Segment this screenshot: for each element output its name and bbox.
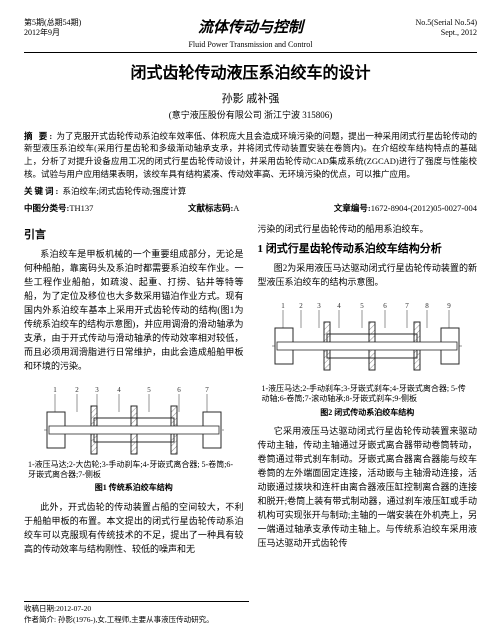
svg-text:8: 8	[426, 302, 430, 310]
right-p1: 图2为采用液压马达驱动闭式行星齿轮传动装置的新型液压系泊绞车的结构示意图。	[258, 262, 478, 290]
intro-p1: 系泊绞车是甲板机械的一个重要组成部分，无论是何种船舶，靠离码头及系泊时都需要系泊…	[24, 248, 244, 373]
intro-heading: 引言	[24, 227, 244, 244]
svg-text:6: 6	[177, 386, 181, 394]
date-cn: 2012年9月	[24, 28, 114, 38]
svg-text:6: 6	[384, 302, 388, 310]
clc: 中图分类号:TH137	[24, 203, 93, 215]
svg-text:3: 3	[318, 302, 322, 310]
date-en: Sept., 2012	[387, 28, 477, 38]
svg-text:4: 4	[117, 386, 121, 394]
header-left: 第5期(总期54期) 2012年9月	[24, 18, 114, 39]
journal-cn: 流体传动与控制	[114, 18, 387, 39]
svg-text:7: 7	[406, 302, 410, 310]
header-center: 流体传动与控制 Fluid Power Transmission and Con…	[114, 18, 387, 50]
svg-text:5: 5	[147, 386, 151, 394]
author-bio: 作者简介: 孙影(1976-),女,工程师,主要从事液压传动研究。	[24, 615, 249, 626]
figure-1: 1 2 3 4 5 6 7 1-液压马达;2-大齿轮;3-手动刹车;4-牙嵌式离合器; 5-…	[24, 380, 244, 495]
figure-1-sub: 1-液压马达;2-大齿轮;3-手动刹车;4-牙嵌式离合器; 5-卷筒;6-牙嵌式…	[24, 460, 244, 481]
issue-en: No.5(Serial No.54)	[387, 18, 477, 28]
header: 第5期(总期54期) 2012年9月 流体传动与控制 Fluid Power T…	[24, 18, 477, 53]
svg-text:5: 5	[361, 302, 365, 310]
figure-2-sub: 1-液压马达;2-手动刹车;3-牙嵌式刹车;4-牙嵌式离合器; 5-传动轴;6-…	[258, 384, 478, 405]
figure-2-svg: 1 2 3 4 5 6 7 8 9	[267, 296, 467, 384]
issue-cn: 第5期(总期54期)	[24, 18, 114, 28]
keywords-label: 关键词:	[24, 186, 60, 196]
figure-2: 1 2 3 4 5 6 7 8 9 1-液压马达;2-手动刹车;3-牙嵌式刹车;4-牙嵌式离合器…	[258, 296, 478, 419]
svg-text:9: 9	[448, 302, 452, 310]
svg-text:7: 7	[205, 386, 209, 394]
authors: 孙影 戚补强	[24, 92, 477, 107]
columns: 引言 系泊绞车是甲板机械的一个重要组成部分，无论是何种船舶，靠离码头及系泊时都需…	[24, 223, 477, 558]
svg-text:4: 4	[338, 302, 342, 310]
left-column: 引言 系泊绞车是甲板机械的一个重要组成部分，无论是何种船舶，靠离码头及系泊时都需…	[24, 223, 244, 558]
header-right: No.5(Serial No.54) Sept., 2012	[387, 18, 477, 39]
intro-p2: 此外，开式齿轮的传动装置占船的空间较大，不利于船舶甲板的布置。本文提出的闭式行星…	[24, 501, 244, 557]
svg-text:2: 2	[300, 302, 304, 310]
journal-en: Fluid Power Transmission and Control	[114, 39, 387, 50]
figure-2-caption: 图2 闭式传动系泊绞车结构	[258, 407, 478, 419]
abstract-label: 摘 要:	[24, 131, 54, 141]
keywords-text: 系泊绞车;闭式齿轮传动;强度计算	[62, 186, 186, 196]
meta-row: 中图分类号:TH137 文献标志码:A 文章编号:1672-8904-(2012…	[24, 203, 477, 215]
figure-1-svg: 1 2 3 4 5 6 7	[39, 380, 229, 460]
footnote: 收稿日期:2012-07-20 作者简介: 孙影(1976-),女,工程师,主要…	[24, 601, 249, 625]
docid: 文献标志码:A	[188, 203, 239, 215]
abstract-text: 为了克服开式齿轮传动系泊绞车效率低、体积庞大且会造成环境污染的问题，提出一种采用…	[24, 131, 477, 179]
svg-text:3: 3	[95, 386, 99, 394]
article-title: 闭式齿轮传动液压系泊绞车的设计	[24, 63, 477, 85]
svg-text:1: 1	[282, 302, 286, 310]
figure-1-caption: 图1 传统系泊绞车结构	[24, 482, 244, 494]
svg-text:1: 1	[53, 386, 57, 394]
artno: 文章编号:1672-8904-(2012)05-0027-004	[334, 203, 477, 215]
right-p2: 它采用液压马达驱动闭式行星齿轮传动装置来驱动传动主轴，传动主轴通过牙嵌式离合器带…	[258, 425, 478, 550]
svg-text:2: 2	[75, 386, 79, 394]
received-date: 收稿日期:2012-07-20	[24, 604, 249, 615]
abstract: 摘 要: 为了克服开式齿轮传动系泊绞车效率低、体积庞大且会造成环境污染的问题，提…	[24, 130, 477, 181]
right-p0: 污染的闭式行星齿轮传动的船用系泊绞车。	[258, 223, 478, 237]
section-1-heading: 1 闭式行星齿轮传动系泊绞车结构分析	[258, 241, 478, 258]
right-column: 污染的闭式行星齿轮传动的船用系泊绞车。 1 闭式行星齿轮传动系泊绞车结构分析 图…	[258, 223, 478, 558]
affiliation: (意宁液压股份有限公司 浙江宁波 315806)	[24, 109, 477, 122]
keywords: 关键词: 系泊绞车;闭式齿轮传动;强度计算	[24, 185, 477, 198]
